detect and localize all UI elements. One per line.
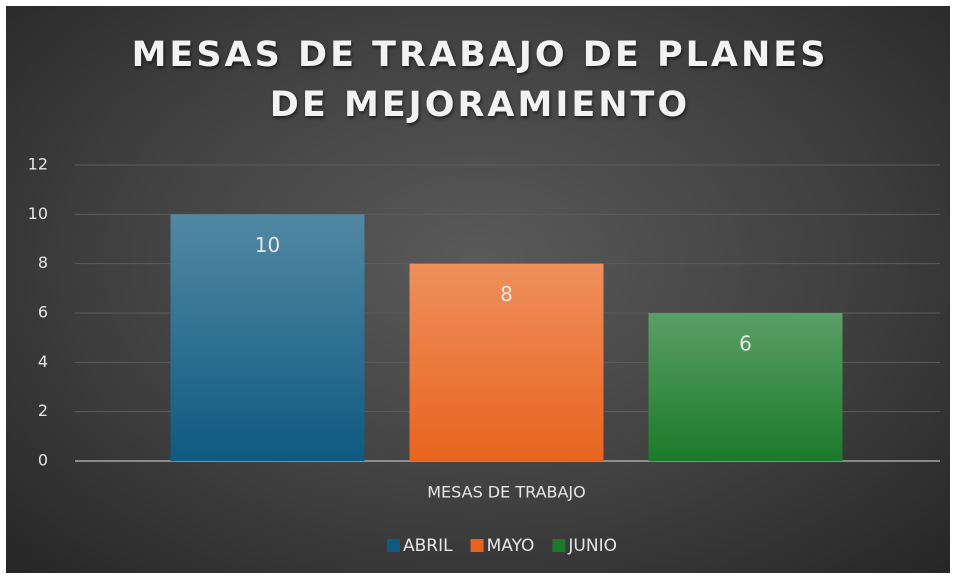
y-tick-label: 6 xyxy=(38,303,48,322)
y-tick-label: 2 xyxy=(38,401,48,420)
legend-label: ABRIL xyxy=(403,536,453,556)
legend-swatch xyxy=(387,539,400,552)
y-tick-label: 8 xyxy=(38,253,48,272)
legend-swatch xyxy=(552,539,566,552)
legend-label: MAYO xyxy=(487,536,535,556)
bar-sheen xyxy=(648,313,843,461)
chart-title: MESAS DE TRABAJO DE PLANES DE MEJORAMIEN… xyxy=(131,35,829,125)
y-tick-label: 0 xyxy=(38,451,48,470)
data-label: 6 xyxy=(739,332,752,356)
legend-label: JUNIO xyxy=(567,536,617,556)
bar-sheen xyxy=(170,214,365,461)
data-label: 10 xyxy=(255,233,280,257)
y-tick-label: 10 xyxy=(28,204,48,223)
bar-sheen xyxy=(409,263,604,461)
y-tick-label: 4 xyxy=(38,352,48,371)
y-tick-label: 12 xyxy=(28,155,48,174)
data-label: 8 xyxy=(500,282,513,306)
legend-swatch xyxy=(470,539,484,552)
x-tick-label: MESAS DE TRABAJO xyxy=(427,483,586,502)
